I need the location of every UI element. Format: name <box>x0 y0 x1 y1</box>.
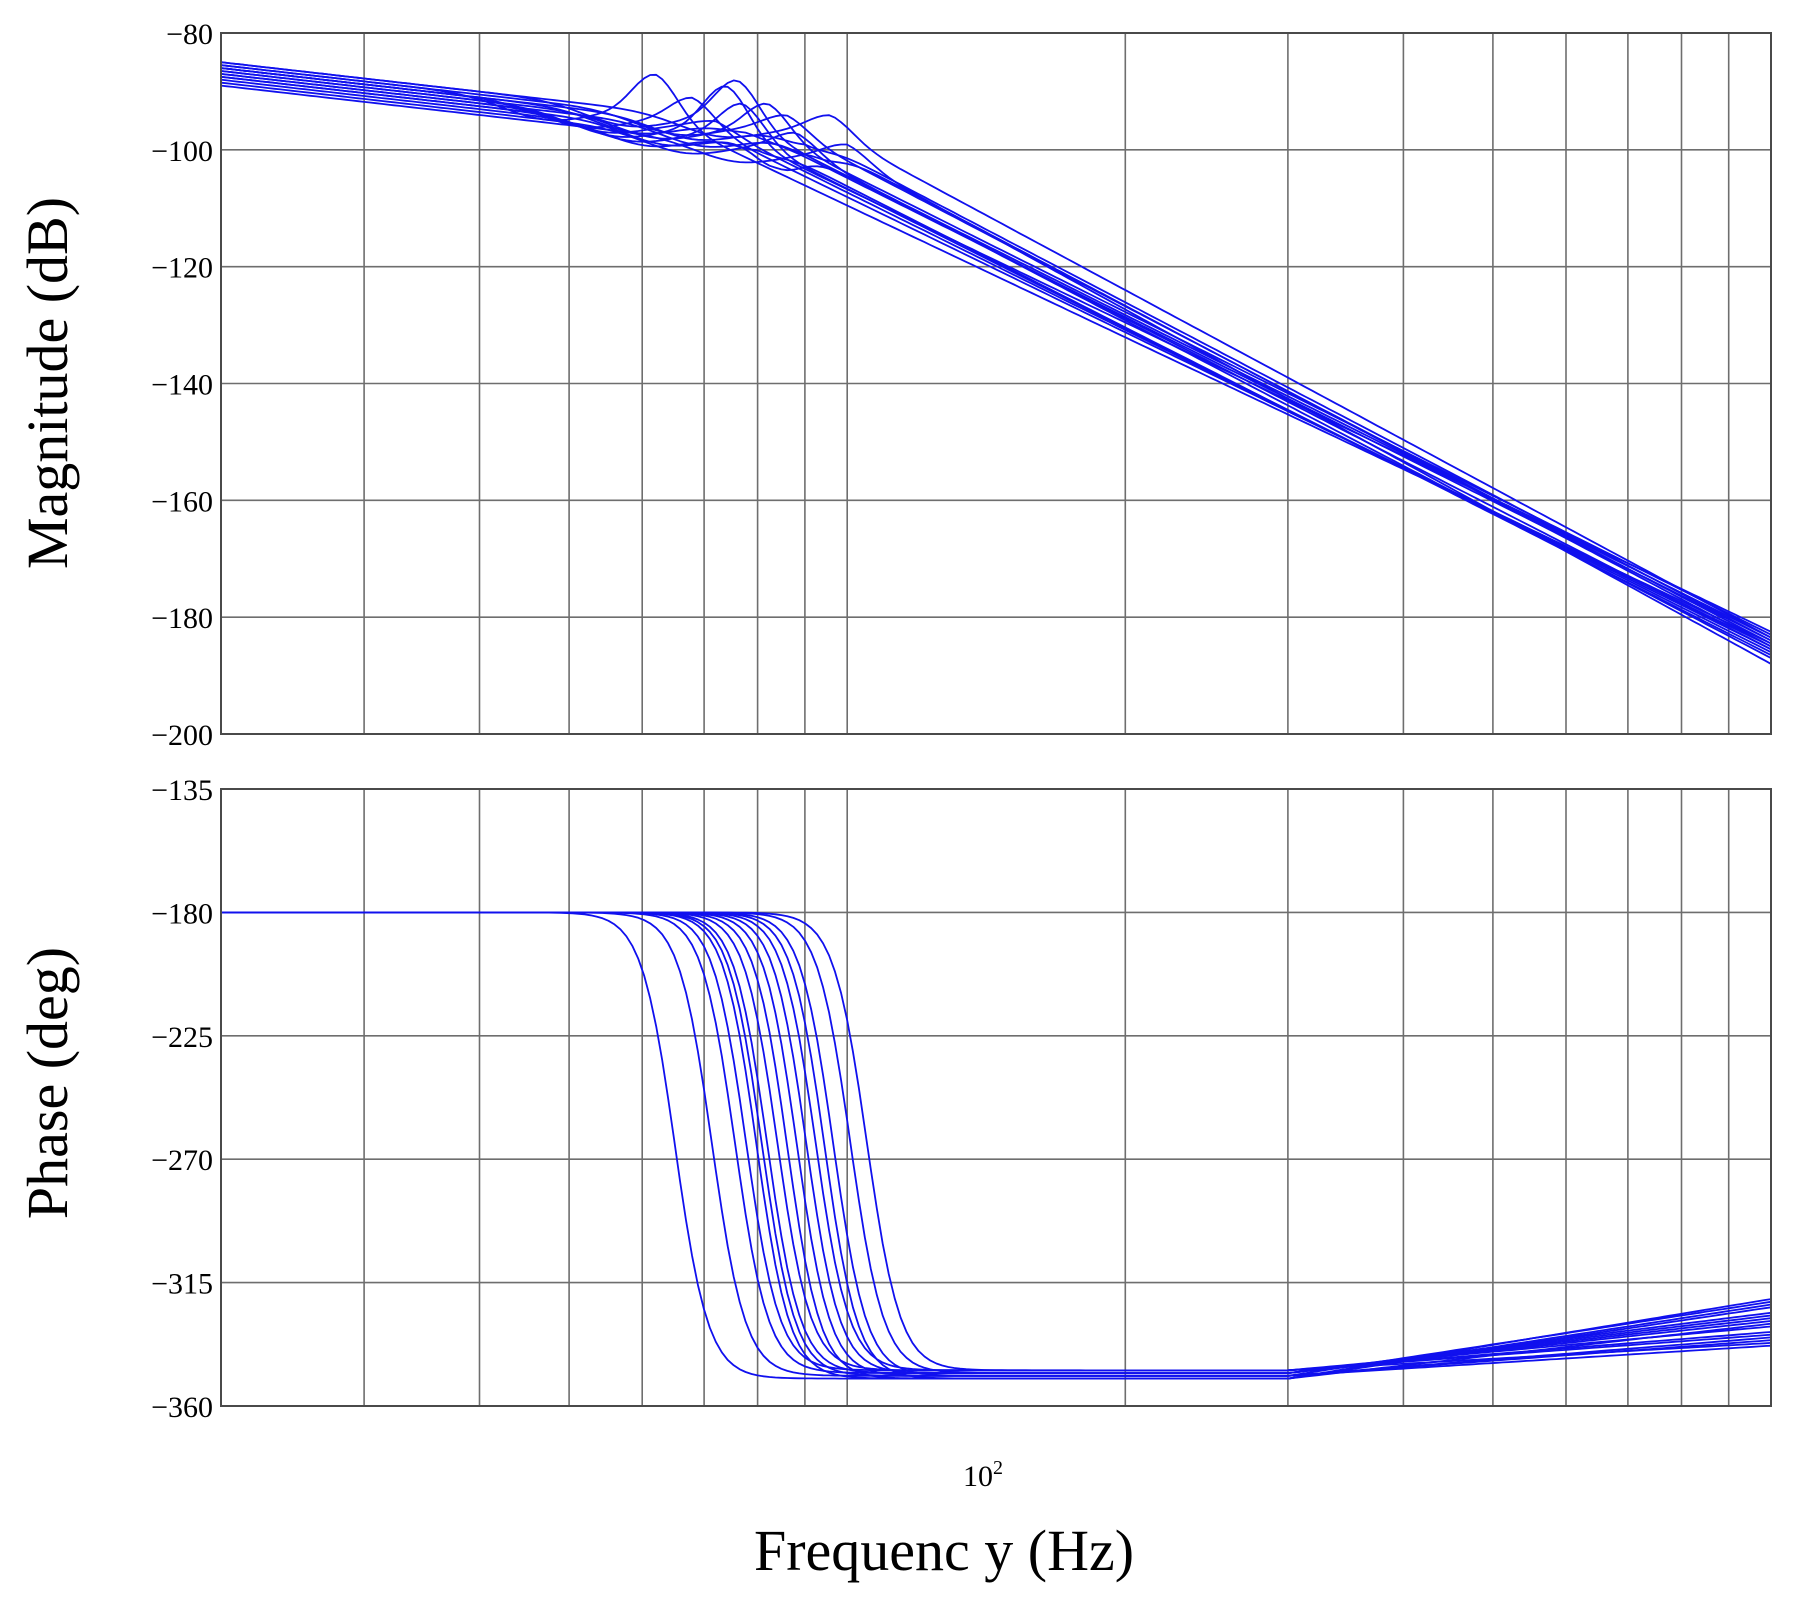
phase-y-tick-label: −180 <box>151 897 213 930</box>
phase-series-line <box>221 911 1772 1372</box>
magnitude-series-line <box>220 75 1772 651</box>
magnitude-y-tick-label: −140 <box>151 369 213 402</box>
phase-series-line <box>221 911 1772 1374</box>
magnitude-series-line <box>220 70 1772 636</box>
phase-series-line <box>221 911 1772 1377</box>
magnitude-series-line <box>220 73 1772 648</box>
magnitude-series-line <box>220 70 1772 651</box>
phase-grid <box>221 788 1771 1407</box>
magnitude-series-line <box>220 81 1772 659</box>
x-tick-label-100: 102 <box>963 1457 1003 1493</box>
magnitude-frame <box>220 32 1772 735</box>
magnitude-y-axis-title: Magnitude (dB) <box>15 197 80 569</box>
phase-y-tick-label: −135 <box>151 774 213 807</box>
phase-series-line <box>221 911 1772 1377</box>
magnitude-y-tick-label: −200 <box>151 719 213 752</box>
phase-y-tick-label: −270 <box>151 1144 213 1177</box>
magnitude-series-line <box>220 73 1772 633</box>
x-tick-exponent: 2 <box>993 1457 1003 1479</box>
phase-series-line <box>221 911 1772 1380</box>
magnitude-series-line <box>220 64 1772 645</box>
magnitude-series-line <box>220 61 1772 639</box>
phase-series-line <box>221 911 1772 1372</box>
phase-y-tick-label: −360 <box>151 1391 213 1424</box>
phase-series-line <box>221 911 1772 1372</box>
magnitude-series-line <box>220 75 1772 654</box>
phase-series-line <box>221 911 1772 1377</box>
magnitude-series-line <box>220 84 1772 665</box>
phase-series-line <box>221 911 1772 1380</box>
phase-series-line <box>221 911 1772 1374</box>
phase-series-line <box>221 911 1772 1374</box>
magnitude-y-tick-label: −120 <box>151 252 213 285</box>
magnitude-series-line <box>220 67 1772 642</box>
x-axis-title: Frequenc y (Hz) <box>754 1518 1134 1583</box>
magnitude-y-tick-label: −80 <box>166 18 213 51</box>
phase-series-line <box>221 911 1772 1374</box>
magnitude-series-line <box>220 67 1772 642</box>
magnitude-series-line <box>220 61 1772 639</box>
phase-series <box>221 911 1772 1380</box>
phase-y-ticks: −135 −180 −225 −270 −315 −360 <box>151 774 213 1424</box>
magnitude-series-line <box>220 64 1772 645</box>
magnitude-y-tick-label: −180 <box>151 602 213 635</box>
magnitude-y-tick-label: −100 <box>151 135 213 168</box>
phase-series-line <box>221 911 1772 1377</box>
magnitude-series-line <box>220 67 1772 648</box>
phase-y-axis-title: Phase (deg) <box>15 947 80 1219</box>
magnitude-y-ticks: −80 −100 −120 −140 −160 −180 −200 <box>151 18 213 752</box>
magnitude-series <box>220 61 1772 665</box>
phase-series-line <box>221 911 1772 1372</box>
phase-y-tick-label: −315 <box>151 1268 213 1301</box>
magnitude-series-line <box>220 78 1772 656</box>
phase-series-line <box>221 911 1772 1380</box>
x-tick-base: 10 <box>963 1460 993 1493</box>
phase-y-tick-label: −225 <box>151 1021 213 1054</box>
phase-series-line <box>221 911 1772 1380</box>
phase-frame <box>220 788 1772 1407</box>
magnitude-grid <box>221 32 1771 735</box>
magnitude-y-tick-label: −160 <box>151 485 213 518</box>
